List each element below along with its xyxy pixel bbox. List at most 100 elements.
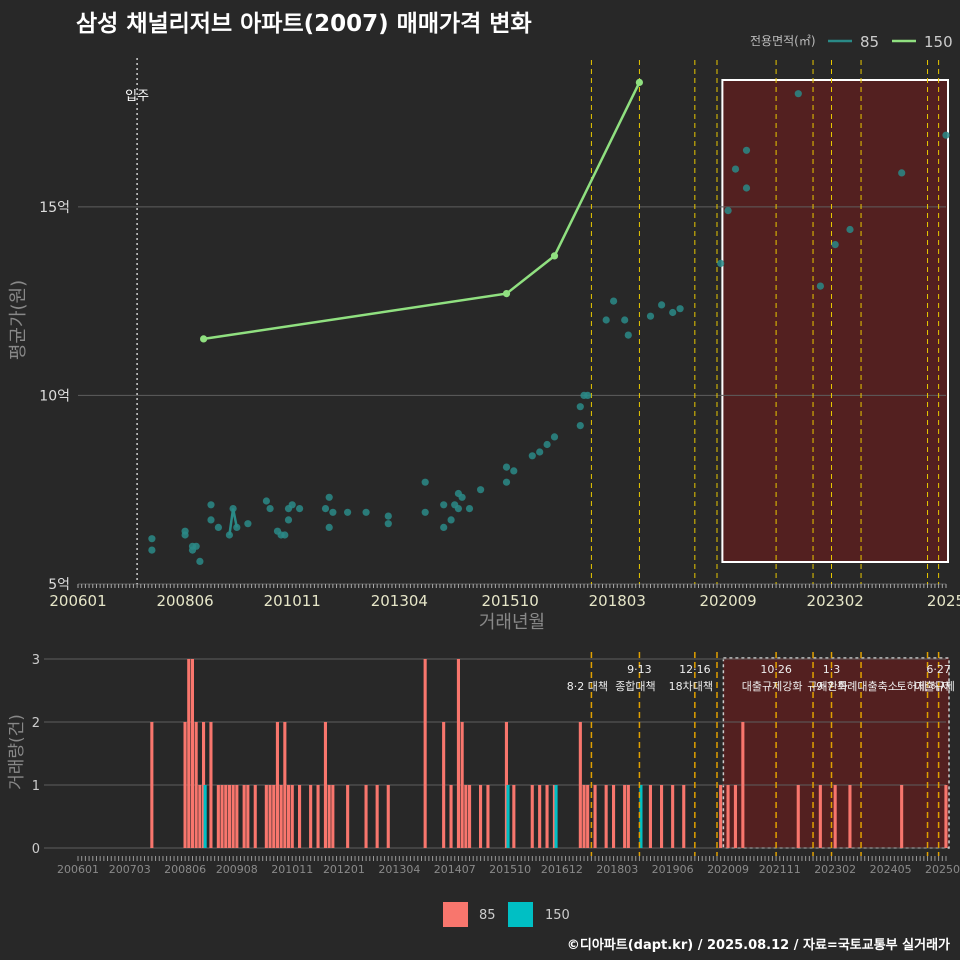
price-xtick-label: 201803 [589,592,646,610]
volume-bar-85 [582,785,586,848]
volume-bar-85 [741,722,745,848]
volume-bar-85 [194,722,198,848]
volume-bar-85 [660,785,664,848]
data-point-85 [502,463,511,471]
volume-bar-85 [150,722,154,848]
page-title: 삼성 채널리저브 아파트(2007) 매매가격 변화 [76,11,532,37]
volume-bar-85 [202,722,206,848]
data-point-85 [325,523,333,532]
volume-chart: 0 1 2 3 8·2 대책 9·13 종합대책 12·16 18차대책 10·26 대출규제강화 1… [7,652,960,927]
data-point-85 [262,497,270,505]
volume-bar-85 [648,785,652,848]
policy-name-label: 토허제 해제 [896,679,950,693]
data-point-85 [510,467,518,475]
price-shade-box [721,79,950,563]
volume-bar-85 [264,785,268,848]
volume-bar-85 [187,659,191,848]
volume-bar-85 [486,785,490,848]
policy-name-label: 9·7 특례대출축소 [816,680,898,693]
volume-bar-85 [287,785,291,848]
volume-bar-85 [183,722,187,848]
data-point-85 [528,452,536,460]
volume-bar-85 [298,785,302,848]
price-y-axis-title: 평균가(원) [8,280,29,360]
volume-xtick-label: 201510 [489,863,531,876]
volume-bar-85 [224,785,228,848]
price-xtick-label: 200601 [49,592,106,610]
data-point-85 [624,331,632,339]
volume-xtick-label: 201011 [271,863,313,876]
price-ytick-label: 10억 [39,388,70,404]
volume-xtick-label: 201407 [434,863,476,876]
data-point-85 [731,165,740,173]
legend-label-150: 150 [924,33,953,51]
data-point-85 [831,241,839,249]
data-point-85 [181,531,189,539]
data-point-85 [676,305,684,313]
data-point-150 [200,335,208,343]
volume-xtick-label: 200703 [109,863,151,876]
data-point-85 [440,523,448,532]
volume-bar-85 [900,785,904,848]
price-xtick-label: 202009 [699,592,756,610]
policy-name-label: 18차대책 [669,680,713,693]
volume-bar-85 [209,722,213,848]
volume-ytick-label: 3 [32,653,40,668]
policy-date-label: 12·16 [679,663,711,676]
data-point-85 [284,516,293,524]
data-point-85 [384,512,392,520]
volume-bar-85 [626,785,630,848]
volume-bar-85 [530,785,534,848]
volume-bar-85 [198,785,202,848]
data-point-85 [296,505,304,513]
volume-bar-85 [944,785,948,848]
data-point-85 [646,312,655,320]
data-point-85 [742,184,751,192]
volume-bar-85 [272,785,276,848]
data-point-85 [502,478,511,486]
volume-bar-85 [331,785,335,848]
data-point-85 [576,422,584,430]
volume-bar-85 [375,785,379,848]
movein-label: 입주 [125,89,149,104]
price-ytick-label: 15억 [39,200,70,216]
volume-bar-85 [682,785,686,848]
volume-legend-key-150 [508,902,533,927]
policy-name-label: 대출규제강화 [742,680,803,693]
data-point-85 [440,501,448,509]
volume-xtick-label: 200601 [57,863,99,876]
volume-bar-85 [279,785,283,848]
price-xtick-label: 201510 [482,592,539,610]
price-xtick-label: 201304 [371,592,428,610]
volume-bar-85 [833,785,837,848]
volume-legend-label-150: 150 [545,908,570,923]
volume-bar-85 [733,785,737,848]
volume-bar-85 [275,722,279,848]
volume-bar-85 [504,722,508,848]
volume-xtick-label: 202111 [759,863,801,876]
data-point-85 [543,440,551,449]
data-point-85 [846,225,854,234]
volume-bar-85 [593,785,597,848]
data-point-85 [207,501,215,509]
volume-bar-85 [818,785,822,848]
policy-name-label: 종합대책 [615,680,655,693]
data-point-85 [550,433,559,441]
data-point-85 [724,207,732,215]
volume-xtick-label: 201201 [323,863,365,876]
data-point-85 [214,523,222,532]
volume-bar-85 [323,722,327,848]
data-point-85 [384,520,392,528]
volume-ytick-label: 0 [32,842,40,857]
data-point-85 [148,546,156,554]
volume-xtick-label: 202302 [814,863,856,876]
volume-bar-85 [242,785,246,848]
volume-bar-85 [512,785,516,848]
volume-bar-150 [554,785,558,848]
volume-ytick-label: 1 [32,779,40,794]
volume-bar-85 [216,785,220,848]
data-point-85 [329,508,337,516]
volume-bar-85 [316,785,320,848]
data-point-85 [458,493,466,501]
